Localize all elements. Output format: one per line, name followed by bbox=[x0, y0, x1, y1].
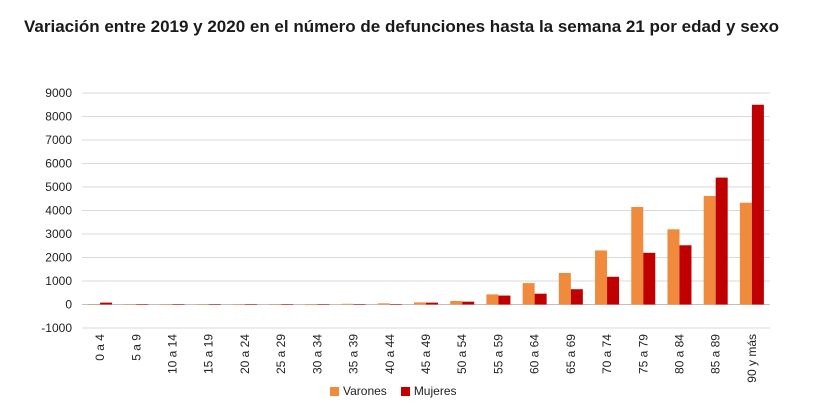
bar-varones bbox=[196, 304, 209, 305]
bars bbox=[88, 104, 764, 306]
bar-varones bbox=[558, 273, 571, 305]
bar-mujeres bbox=[462, 301, 475, 305]
bar-mujeres bbox=[426, 302, 438, 305]
x-tick-label: 70 a 74 bbox=[600, 334, 614, 374]
bar-mujeres bbox=[353, 304, 366, 305]
y-tick-label: 4000 bbox=[45, 204, 72, 218]
bar-varones bbox=[341, 303, 354, 305]
x-tick-label: 60 a 64 bbox=[528, 334, 542, 374]
bar-mujeres bbox=[751, 104, 764, 305]
legend-label-varones: Varones bbox=[343, 384, 387, 398]
bar-varones bbox=[377, 303, 390, 305]
x-tick-label: 35 a 39 bbox=[347, 334, 361, 374]
legend-swatch-mujeres bbox=[400, 386, 410, 396]
bar-mujeres bbox=[136, 304, 149, 305]
bar-varones bbox=[703, 195, 716, 305]
legend: Varones Mujeres bbox=[330, 384, 457, 398]
bar-varones bbox=[232, 304, 245, 305]
x-tick-label: 90 y más bbox=[745, 334, 759, 383]
x-tick-label: 20 a 24 bbox=[238, 334, 252, 374]
y-tick-label: -1000 bbox=[41, 321, 72, 335]
bar-mujeres bbox=[607, 276, 620, 305]
y-tick-label: 8000 bbox=[45, 110, 72, 124]
bar-varones bbox=[667, 229, 680, 305]
bar-mujeres bbox=[643, 252, 656, 305]
y-tick-label: 5000 bbox=[45, 180, 72, 194]
legend-swatch-varones bbox=[330, 386, 339, 396]
bar-mujeres bbox=[498, 295, 511, 305]
y-tick-label: 6000 bbox=[45, 157, 72, 171]
bar-mujeres bbox=[317, 304, 330, 305]
bar-varones bbox=[414, 302, 426, 305]
bar-varones bbox=[305, 304, 318, 306]
x-tick-label: 40 a 44 bbox=[383, 334, 397, 374]
x-tick-label: 55 a 59 bbox=[491, 334, 505, 374]
bar-varones bbox=[160, 304, 173, 305]
bar-varones bbox=[522, 283, 535, 305]
legend-label-mujeres: Mujeres bbox=[413, 384, 457, 398]
bar-varones bbox=[450, 300, 463, 305]
bar-mujeres bbox=[244, 304, 257, 305]
bar-varones bbox=[88, 304, 101, 305]
x-tick-label: 80 a 84 bbox=[672, 334, 686, 374]
x-tick-label: 50 a 54 bbox=[455, 334, 469, 374]
grid-lines bbox=[82, 92, 770, 329]
legend-item-mujeres: Mujeres bbox=[400, 384, 457, 398]
x-tick-label: 5 a 9 bbox=[129, 334, 143, 361]
bar-mujeres bbox=[208, 304, 221, 305]
x-tick-label: 15 a 19 bbox=[202, 334, 216, 374]
y-tick-label: 7000 bbox=[45, 133, 72, 147]
x-tick-label: 85 a 89 bbox=[709, 334, 723, 374]
y-tick-label: 3000 bbox=[45, 227, 72, 241]
bar-varones bbox=[595, 250, 608, 305]
x-tick-label: 75 a 79 bbox=[636, 334, 650, 374]
bar-varones bbox=[739, 202, 752, 305]
bar-mujeres bbox=[100, 302, 113, 305]
y-tick-label: 9000 bbox=[45, 86, 72, 100]
bar-mujeres bbox=[172, 304, 185, 305]
y-axis: -1000 0 1000 2000 3000 4000 5000 6000 7000 8000 90… bbox=[41, 86, 72, 335]
x-tick-label: 0 a 4 bbox=[93, 334, 107, 361]
bar-varones bbox=[631, 206, 644, 305]
bar-mujeres bbox=[281, 304, 294, 305]
legend-item-varones: Varones bbox=[330, 384, 387, 398]
x-axis-labels: 0 a 4 5 a 9 10 a 14 15 a 19 20 a 24 25 a 29 30… bbox=[93, 334, 759, 383]
y-tick-label: 0 bbox=[65, 298, 72, 312]
x-tick-label: 25 a 29 bbox=[274, 334, 288, 374]
x-tick-label: 45 a 49 bbox=[419, 334, 433, 374]
bar-varones bbox=[269, 304, 282, 305]
bar-mujeres bbox=[570, 289, 583, 305]
y-tick-label: 2000 bbox=[45, 251, 72, 265]
bar-mujeres bbox=[715, 177, 728, 305]
chart-title: Variación entre 2019 y 2020 en el número… bbox=[24, 17, 779, 36]
bar-mujeres bbox=[534, 293, 547, 305]
x-tick-label: 30 a 34 bbox=[310, 334, 324, 374]
x-tick-label: 10 a 14 bbox=[166, 334, 180, 374]
y-tick-label: 1000 bbox=[45, 274, 72, 288]
bar-mujeres bbox=[389, 304, 402, 305]
bar-varones bbox=[124, 304, 137, 305]
bar-varones bbox=[486, 294, 499, 305]
bar-mujeres bbox=[679, 245, 692, 305]
x-tick-label: 65 a 69 bbox=[564, 334, 578, 374]
